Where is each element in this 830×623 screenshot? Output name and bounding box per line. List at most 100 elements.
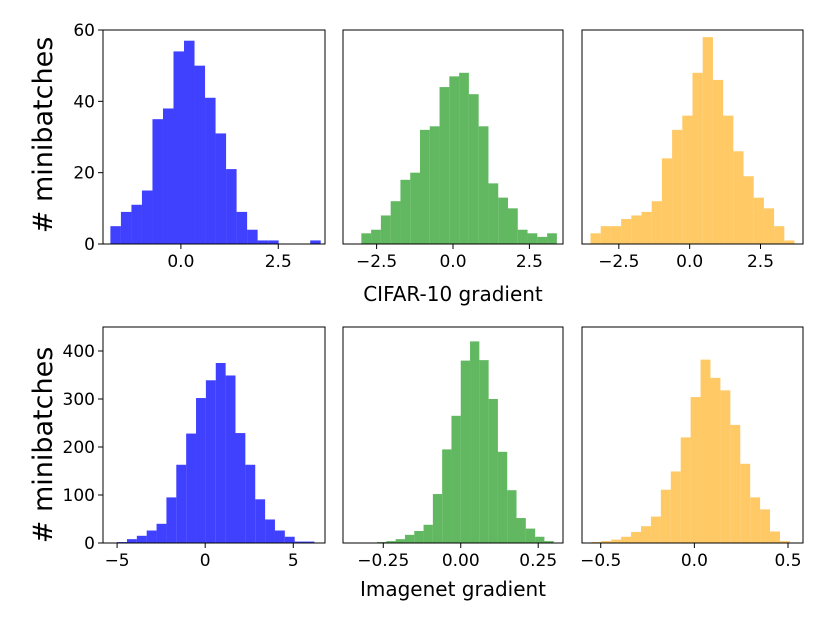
histogram-bar [680,437,691,543]
x-tick-label: −2.5 [598,252,639,272]
histogram-bar [404,534,415,543]
y-tick-label: 60 [73,21,95,41]
histogram-bar [468,94,479,244]
histogram-bar [141,190,153,244]
histogram-bar [527,233,538,244]
histogram-bar [255,499,266,543]
y-tick-label: 20 [73,164,95,184]
histogram-bar [380,215,391,244]
histogram-bar [710,377,721,543]
histogram-bar [294,541,305,543]
histogram-bar [631,215,642,244]
histogram-bar [779,541,790,543]
histogram-bar [651,201,662,244]
histogram-bar [621,536,632,543]
histogram-bar [733,151,744,244]
histogram-bar [173,51,185,245]
histogram-bar [723,115,734,244]
histogram-bar [610,226,622,244]
top-row-ylabel: # minibatches [28,37,59,234]
histogram-bar [110,226,121,244]
axes-frame [102,326,326,544]
histogram-bar [498,197,508,244]
x-tick-label: −0.25 [357,551,409,571]
histogram-bar [120,211,132,244]
histogram-bar [162,108,174,244]
histogram-bar [268,240,279,244]
histogram-bar [525,528,536,543]
histogram-bar [274,530,285,543]
histogram-bar [304,541,315,543]
x-tick-label: 0.25 [519,551,557,571]
bottom-row-ylabel: # minibatches [28,347,59,544]
histogram-bar [432,494,443,543]
histogram-bar [700,359,711,543]
histogram-bar [682,115,693,244]
histogram-bar [235,433,246,543]
histogram-bar [451,415,461,543]
axes-frame [581,326,804,544]
imagenet-xlabel: Imagenet gradient [360,577,546,601]
y-tick-label: 0 [84,235,95,255]
histogram-bar [720,390,731,543]
histogram-bar [641,211,652,244]
histogram-bar [236,211,248,244]
histogram-bar [537,236,548,244]
histogram-bar [760,509,771,543]
histogram-bar [146,530,157,543]
histogram-bar [284,536,295,543]
histogram-bar [692,72,703,244]
panel-cifar-mid: −2.5 0.0 2.5 [342,29,564,272]
histogram-bar [460,360,471,543]
panel-cifar-sgd: 0.0 2.5 0 20 40 60 [73,21,326,272]
histogram-bar [631,531,641,543]
x-tick-label: −0.5 [580,551,621,571]
histogram-bar [690,397,701,543]
histogram-bar [743,176,754,244]
y-tick-label: 200 [63,438,95,458]
histogram-bar [590,233,601,244]
histogram-bar [225,375,236,543]
histogram-bar [535,536,545,543]
histogram-bar [131,204,142,244]
panel-imagenet-mid: −0.25 0.00 0.25 [342,326,564,571]
y-tick-label: 100 [63,486,95,506]
histogram-bar [126,539,137,543]
histogram-bar [420,129,430,244]
histogram-bar [753,197,764,244]
histogram-bar [507,490,517,543]
histogram-bar [386,541,396,543]
histogram-bar [194,65,206,245]
panel-cifar-right: −2.5 0.0 2.5 [581,29,804,272]
histogram-bar [774,226,785,244]
x-tick-label: −5 [105,551,130,571]
x-tick-label: 0.00 [442,551,480,571]
histogram-bar [226,169,237,244]
histogram-bar [712,79,724,244]
histogram-bar [215,133,227,244]
x-tick-label: 2.5 [747,252,774,272]
histogram-bar [361,233,372,244]
histogram-bar [488,183,499,244]
histogram-bar [215,363,226,543]
histogram-bar [740,463,751,543]
histogram-bar [470,341,480,543]
histogram-bar [478,126,489,244]
x-tick-label: 2.5 [265,252,292,272]
histogram-bar [660,489,671,543]
histogram-bar [517,229,528,244]
histogram-bar [423,524,433,543]
histogram-bar [784,240,795,244]
x-tick-label: 2.5 [516,252,543,272]
x-tick-label: −2.5 [356,252,397,272]
histogram-bar [265,519,275,543]
histogram-bar [176,464,187,543]
axes-frame [342,326,564,544]
histogram-bar [395,539,405,543]
histogram-bar [770,531,780,543]
histogram-bar [439,87,450,244]
histogram-bar [488,399,498,543]
x-tick-label: 0 [200,551,211,571]
